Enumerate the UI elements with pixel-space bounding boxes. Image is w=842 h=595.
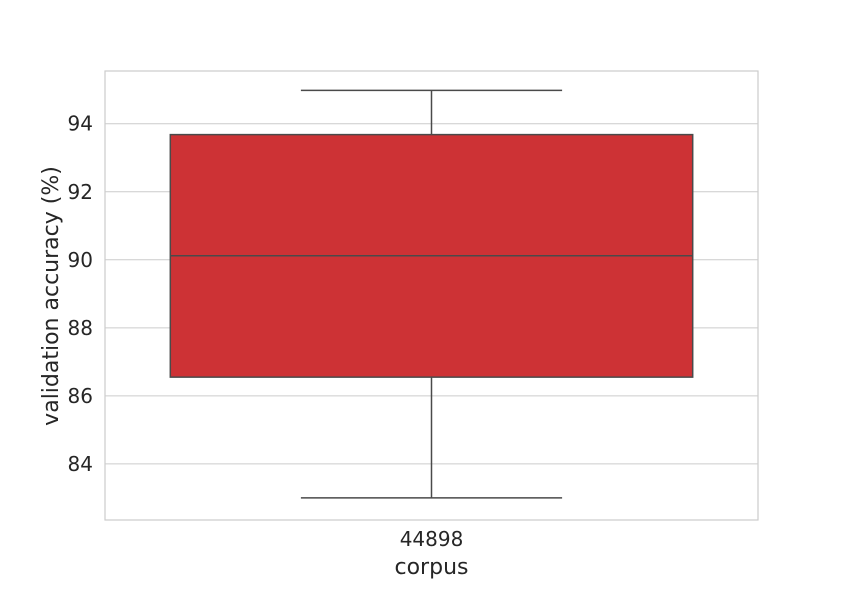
y-tick-label: 88 [68,316,93,340]
y-tick-label: 94 [68,112,93,136]
x-tick-label: 44898 [400,527,464,551]
y-axis-label: validation accuracy (%) [39,166,64,426]
box-44898 [169,89,694,499]
y-tick-label: 84 [68,452,93,476]
x-tick-labels: 44898 [400,527,464,551]
boxes-layer [169,89,694,499]
y-tick-label: 90 [68,248,93,272]
y-tick-labels: 84 86 88 90 92 94 [68,112,93,476]
plot-frame [104,70,759,521]
y-tick-label: 86 [68,384,93,408]
y-tick-label: 92 [68,180,93,204]
x-axis-label: corpus [395,555,469,580]
